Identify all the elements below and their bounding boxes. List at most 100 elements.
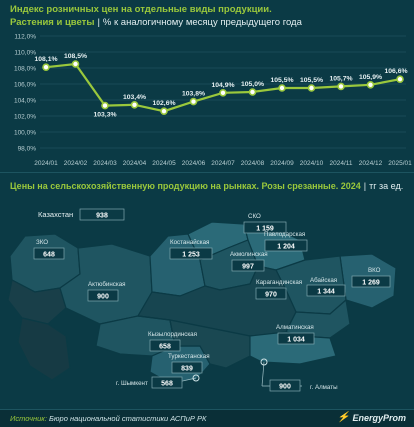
kazakhstan-map: СКО 1 159 Костанайская 1 253 Павлодарская 1 2… (7, 208, 397, 392)
subtitle-unit: % к аналогичному месяцу предыдущего года (102, 17, 302, 28)
data-label: 105,7% (329, 75, 352, 82)
energyprom-logo-icon: ⚡ (337, 412, 350, 423)
value-almaty_reg: 1 034 (287, 336, 305, 343)
region-name-vko: ВКО (368, 267, 381, 274)
map-labels: СКО 1 159 Костанайская 1 253 Павлодарская 1 2… (33, 208, 391, 392)
x-tick-label: 2024/01 (34, 160, 58, 167)
data-point (366, 80, 375, 89)
value-box-kostanay (169, 247, 213, 260)
region-name-almaty_reg: Алматинская (276, 324, 314, 331)
footer: Источник: Бюро национальной статистики А… (0, 409, 414, 427)
x-tick-label: 2024/04 (123, 160, 147, 167)
value-box-aktobe (87, 289, 119, 302)
data-label: 105,5% (300, 77, 323, 84)
subtitle-separator: | (97, 17, 100, 28)
region-name-aktobe: Актюбинская (88, 281, 126, 288)
category-label: Растения и цветы (10, 17, 95, 28)
x-tick-label: 2024/03 (93, 160, 117, 167)
data-point (396, 75, 404, 84)
data-point (71, 60, 80, 68)
value-box-pavlodar (264, 239, 308, 252)
value-box-karaganda (255, 287, 287, 300)
value-box-vko (351, 275, 391, 288)
region-mangystau-shape (17, 317, 71, 381)
value-karaganda: 970 (265, 291, 277, 298)
value-box-kyzylorda (149, 339, 181, 352)
data-point (307, 84, 316, 92)
value-box-almaty_city (269, 379, 301, 392)
data-label: 103,8% (182, 91, 205, 98)
x-tick-label: 2024/11 (329, 160, 352, 167)
data-point (248, 88, 257, 96)
region-name-kyzylorda: Кызылординская (148, 331, 197, 338)
y-tick-label: 100,0% (14, 130, 36, 137)
value-box-shymkent (151, 376, 183, 389)
value-turkestan: 839 (181, 365, 193, 372)
data-label: 103,3% (93, 112, 116, 119)
data-label: 103,4% (123, 94, 146, 101)
data-point (101, 101, 109, 110)
region-name-turkestan: Туркестанская (168, 353, 210, 360)
value-aktobe: 900 (97, 293, 109, 300)
map-title-separator: | (363, 181, 367, 191)
source-text: Бюро национальной статистики АСПиР РК (49, 414, 207, 423)
data-label: 106,6% (384, 68, 407, 75)
logo: ⚡ EnergyProm (337, 412, 406, 423)
y-tick-label: 108,0% (14, 66, 36, 73)
data-label: 102,6% (152, 100, 175, 107)
map-title-text: Цены на сельскохозяйственную продукцию н… (10, 181, 361, 191)
chart-title: Индекс розничных цен на отдельные виды п… (10, 4, 272, 15)
data-point (219, 89, 227, 97)
x-tick-label: 2025/01 (388, 160, 412, 167)
y-tick-label: 98,0% (18, 146, 37, 153)
region-name-karaganda: Карагандинская (256, 279, 302, 286)
map-city-markers (192, 358, 268, 382)
value-box-sko (243, 221, 287, 234)
data-point (189, 97, 198, 106)
value-almaty_city: 900 (279, 383, 291, 390)
region-name-abai: Абайская (310, 277, 337, 284)
region-name-kostanay: Костанайская (170, 239, 209, 246)
source-label: Источник: (10, 414, 47, 423)
value-box-national (79, 208, 125, 221)
data-label: 105,0% (241, 81, 264, 88)
x-tick-label: 2024/07 (211, 160, 235, 167)
x-tick-label: 2024/10 (300, 160, 324, 167)
region-name-shymkent: г. Шымкент (116, 380, 148, 387)
value-vko: 1 269 (362, 279, 380, 286)
x-tick-label: 2024/06 (182, 160, 206, 167)
value-box-turkestan (171, 361, 203, 374)
x-tick-label: 2024/08 (241, 160, 265, 167)
x-tick-label: 2024/09 (270, 160, 294, 167)
x-tick-label: 2024/02 (64, 160, 88, 167)
map-unit: тг за ед. (369, 181, 404, 191)
source-note: Источник: Бюро национальной статистики А… (10, 414, 206, 423)
value-pavlodar: 1 204 (277, 243, 295, 250)
data-label: 105,9% (359, 74, 382, 81)
y-tick-label: 112,0% (14, 34, 36, 41)
data-label: 108,1% (34, 56, 57, 63)
map-title: Цены на сельскохозяйственную продукцию н… (10, 181, 403, 191)
value-box-almaty_reg (277, 332, 315, 345)
line-chart: 98,0% 100,0% 102,0% 104,0% 106,0% 108,0% 110,0… (14, 34, 412, 168)
national-name: Казахстан (38, 210, 73, 219)
region-name-zko: ЗКО (36, 239, 48, 246)
region-name-sko: СКО (248, 213, 261, 220)
value-sko: 1 159 (256, 225, 274, 232)
region-name-almaty_city: г. Алматы (310, 384, 338, 391)
data-point (42, 63, 50, 72)
data-point (278, 84, 286, 92)
value-box-abai (306, 284, 346, 297)
x-tick-label: 2024/12 (359, 160, 383, 167)
value-kostanay: 1 253 (182, 251, 200, 258)
logo-text: EnergyProm (352, 412, 406, 423)
value-akmola: 997 (242, 263, 254, 270)
x-tick-label: 2024/05 (152, 160, 176, 167)
y-tick-label: 104,0% (14, 98, 36, 105)
value-abai: 1 344 (317, 288, 335, 295)
value-kyzylorda: 658 (159, 343, 171, 350)
data-point (130, 101, 139, 109)
value-shymkent: 568 (161, 380, 173, 387)
data-point (337, 82, 345, 91)
data-label: 104,9% (211, 82, 234, 89)
